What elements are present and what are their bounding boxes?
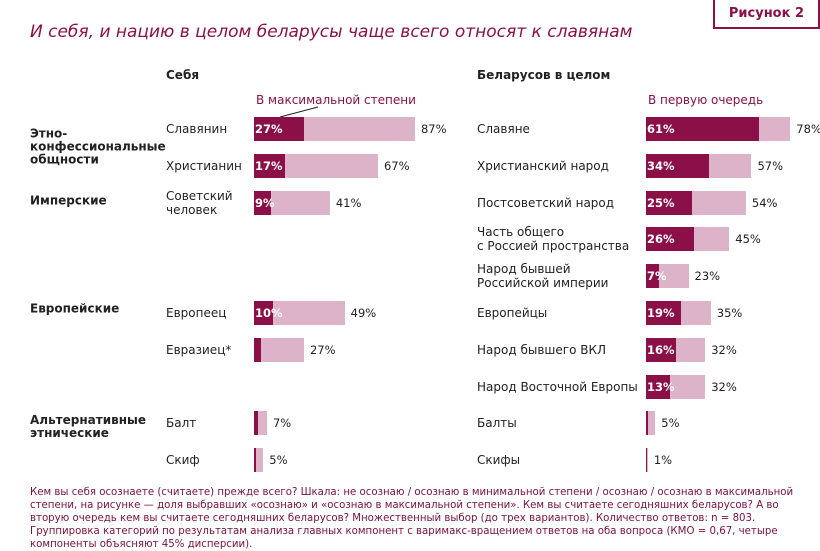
value-label: 32% — [711, 342, 737, 357]
figure-label: Рисунок 2 — [712, 0, 820, 29]
bar-top — [646, 153, 709, 178]
category-label: Народ бывшей Российской империи — [477, 262, 609, 291]
category-label: Европейцы — [477, 306, 548, 320]
bar-top — [646, 264, 659, 289]
category-label: Часть общего с Россией пространства — [477, 225, 630, 254]
category-label: Народ бывшего ВКЛ — [477, 342, 606, 357]
category-label: Славянин — [166, 122, 228, 136]
group-label: Альтернативные этнические — [30, 413, 146, 441]
inner-value-label: 7% — [647, 269, 667, 284]
value-label: 54% — [751, 195, 778, 210]
category-label: Евразиец* — [166, 342, 232, 357]
inner-value-label: 9% — [255, 195, 275, 210]
value-label: 32% — [711, 379, 737, 394]
value-label: 7% — [272, 416, 292, 431]
inner-value-label: 17% — [255, 158, 283, 173]
title: И себя, и нацию в целом беларусы чаще вс… — [30, 22, 633, 42]
inner-value-label: 61% — [647, 122, 675, 136]
bar-top — [254, 117, 304, 141]
annotation-line — [279, 106, 319, 118]
panel-title: Себя — [166, 68, 200, 82]
group-label: Этно- конфессиональные общности — [30, 126, 166, 167]
bar-top — [254, 337, 262, 362]
category-label: Народ Восточной Европы — [477, 379, 638, 394]
category-label: Христианский народ — [477, 158, 609, 173]
value-label: 57% — [757, 158, 783, 173]
inner-value-label: 34% — [647, 158, 675, 173]
bar-top — [646, 117, 759, 141]
bar-top — [254, 448, 256, 473]
inner-value-label: 10% — [255, 306, 283, 320]
value-label: 67% — [383, 158, 410, 173]
group-label: Имперские — [30, 193, 107, 208]
value-label: 78% — [796, 122, 820, 136]
category-label: Славяне — [477, 122, 530, 136]
inner-value-label: 16% — [647, 342, 675, 357]
bar-top — [646, 448, 647, 473]
bar-top — [646, 227, 695, 252]
annotation: В первую очередь — [648, 93, 764, 107]
inner-value-label: 26% — [647, 232, 675, 247]
panel-title: Беларусов в целом — [477, 68, 611, 82]
category-label: Советский человек — [166, 188, 233, 217]
bar-total — [254, 448, 264, 473]
bar-total — [646, 411, 656, 436]
footnote: Кем вы себя осознаете (считаете) прежде … — [30, 487, 794, 550]
inner-value-label: 25% — [647, 195, 675, 210]
bar-top — [646, 411, 648, 436]
value-label: 87% — [420, 122, 447, 136]
annotation: В максимальной степени — [256, 93, 416, 107]
value-label: 23% — [694, 269, 721, 284]
category-label: Скифы — [477, 453, 521, 468]
value-label: 5% — [269, 453, 288, 468]
bar-top — [254, 411, 258, 436]
value-label: 27% — [309, 342, 336, 357]
bar-top — [646, 301, 682, 325]
value-label: 5% — [661, 416, 680, 431]
value-label: 45% — [735, 232, 761, 247]
bar-top — [646, 337, 676, 362]
value-label: 49% — [350, 306, 377, 320]
category-label: Балты — [477, 416, 517, 431]
bar-top — [254, 153, 286, 178]
inner-value-label: 27% — [255, 122, 283, 136]
value-label: 1% — [653, 453, 673, 468]
category-label: Христианин — [166, 158, 242, 173]
inner-value-label: 19% — [647, 306, 675, 320]
value-label: 41% — [335, 195, 362, 210]
group-label: Европейские — [30, 301, 120, 316]
category-label: Балт — [166, 416, 197, 431]
bar-total — [646, 448, 648, 473]
bar-top — [646, 190, 693, 215]
category-label: Скиф — [166, 453, 200, 468]
bar-top — [254, 190, 271, 215]
category-label: Европеец — [166, 306, 227, 320]
category-label: Постсоветский народ — [477, 195, 615, 210]
bar-top — [254, 301, 273, 325]
value-label: 35% — [716, 306, 743, 320]
inner-value-label: 13% — [647, 379, 675, 394]
bar-total — [254, 337, 304, 362]
bar-top — [646, 374, 671, 399]
